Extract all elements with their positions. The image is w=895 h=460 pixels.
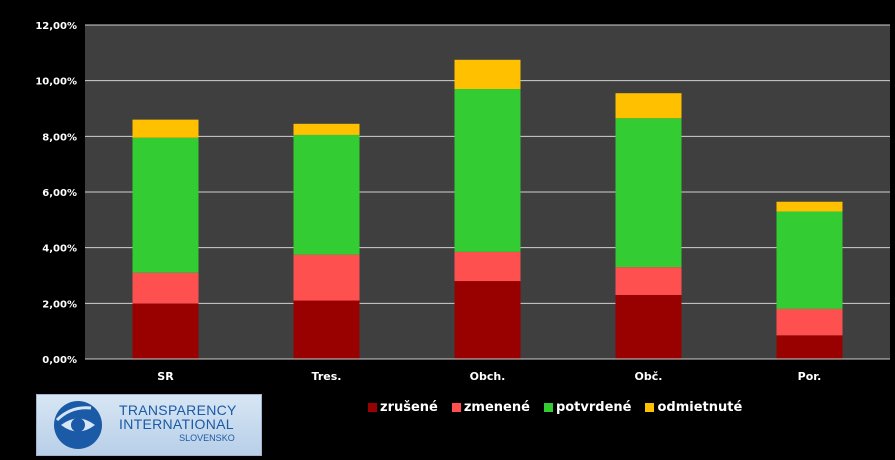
bar-segment — [615, 267, 682, 295]
x-tick-label: Por. — [798, 370, 822, 383]
legend-label: odmietnuté — [657, 400, 743, 415]
legend-item: zrušené — [368, 400, 438, 415]
legend-swatch — [543, 403, 553, 412]
bar-segment — [776, 308, 843, 336]
bar-segment — [132, 272, 199, 304]
bar-segment — [776, 335, 843, 359]
logo-text: TRANSPARENCY INTERNATIONAL SLOVENSKO — [119, 403, 237, 445]
legend: zrušené zmenené potvrdené odmietnuté — [368, 400, 742, 415]
legend-swatch — [645, 403, 655, 412]
y-tick-label: 8,00% — [42, 132, 77, 143]
legend-item: potvrdené — [543, 400, 632, 415]
transparency-international-logo: TRANSPARENCY INTERNATIONAL SLOVENSKO — [36, 394, 262, 456]
bar-segment — [132, 119, 199, 138]
bar-segment — [293, 123, 360, 135]
bar-segment — [293, 300, 360, 359]
legend-swatch — [451, 403, 461, 412]
bar-segment — [615, 294, 682, 359]
bar-segment — [776, 211, 843, 309]
bar-segment — [454, 89, 521, 252]
bar-segment — [776, 201, 843, 212]
legend-label: zmenené — [463, 400, 530, 415]
x-tick-label: SR — [157, 370, 174, 383]
bar-segment — [293, 134, 360, 255]
bar-segment — [132, 137, 199, 273]
bar-segment — [293, 254, 360, 301]
y-tick-label: 10,00% — [35, 77, 77, 88]
x-tick-label: Tres. — [312, 370, 342, 383]
bar-segment — [615, 118, 682, 268]
y-tick-label: 0,00% — [42, 355, 77, 366]
y-tick-label: 6,00% — [42, 188, 77, 199]
logo-line-1: TRANSPARENCY — [119, 402, 237, 418]
legend-item: odmietnuté — [645, 400, 742, 415]
bar-segment — [132, 303, 199, 359]
bar-segment — [615, 93, 682, 119]
logo-line-3: SLOVENSKO — [179, 433, 235, 443]
bar-segment — [454, 59, 521, 90]
legend-label: zrušené — [380, 400, 438, 415]
y-tick-label: 12,00% — [35, 21, 77, 32]
y-tick-label: 4,00% — [42, 244, 77, 255]
legend-label: potvrdené — [555, 400, 632, 415]
legend-swatch — [368, 403, 377, 412]
legend-item: zmenené — [451, 400, 530, 415]
x-tick-label: Obch. — [470, 370, 506, 383]
bars — [132, 59, 843, 359]
bar-segment — [454, 281, 521, 359]
x-axis-ticks: SR Tres. Obch. Obč. Por. — [85, 358, 890, 383]
transparency-logo-icon — [54, 401, 102, 449]
y-tick-label: 2,00% — [42, 299, 77, 310]
x-tick-label: Obč. — [635, 370, 663, 383]
logo-line-2: INTERNATIONAL — [119, 416, 234, 432]
bar-segment — [454, 251, 521, 282]
y-axis-ticks: 0,00% 2,00% 4,00% 6,00% 8,00% 10,00% 12,00% — [35, 21, 77, 366]
